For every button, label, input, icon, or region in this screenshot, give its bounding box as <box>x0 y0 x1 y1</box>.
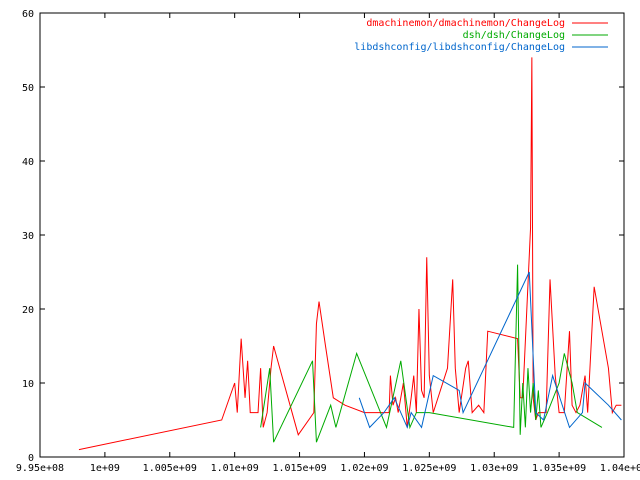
series-line-2 <box>260 264 603 443</box>
y-tick-label: 40 <box>22 157 34 168</box>
y-tick-label: 30 <box>22 231 34 242</box>
x-tick-label: 1e+09 <box>90 463 120 474</box>
x-tick-label: 1.02e+09 <box>340 463 388 474</box>
series-layer <box>78 57 622 451</box>
legend-label: libdshconfig/libdshconfig/ChangeLog <box>354 42 565 53</box>
y-tick-label: 60 <box>22 9 34 20</box>
y-tick-label: 0 <box>28 453 34 464</box>
axes-layer: 0 10 20 30 40 50 60 9.95e+08 1e+09 1.005e+09 1.01e… <box>16 9 640 474</box>
x-tick-label: 1.035e+09 <box>532 463 586 474</box>
y-tick-label: 10 <box>22 379 34 390</box>
legend-label: dsh/dsh/ChangeLog <box>463 30 565 41</box>
legend-label: dmachinemon/dmachinemon/ChangeLog <box>366 18 565 29</box>
legend: dmachinemon/dmachinemon/ChangeLogdsh/dsh… <box>354 18 608 53</box>
y-tick-label: 50 <box>22 83 34 94</box>
x-tick-label: 1.015e+09 <box>272 463 326 474</box>
x-tick-label: 1.03e+09 <box>470 463 518 474</box>
y-tick-label: 20 <box>22 305 34 316</box>
x-tick-label: 9.95e+08 <box>16 463 64 474</box>
x-tick-label: 1.005e+09 <box>143 463 197 474</box>
x-tick-label: 1.01e+09 <box>211 463 259 474</box>
series-line-3 <box>358 271 622 429</box>
x-tick-label: 1.025e+09 <box>402 463 456 474</box>
x-tick-label: 1.04e+09 <box>600 463 640 474</box>
